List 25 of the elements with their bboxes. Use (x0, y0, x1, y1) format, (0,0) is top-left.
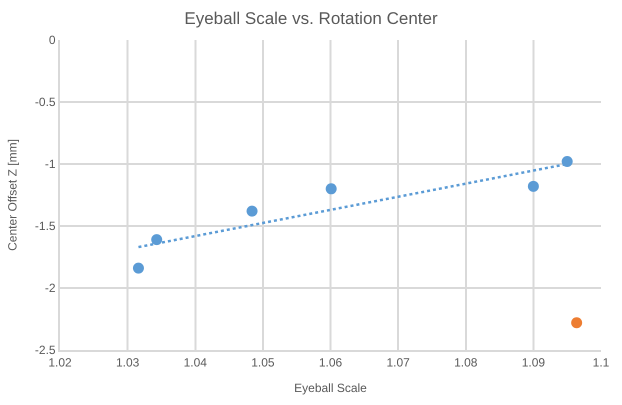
x-tick-label: 1.02 (48, 355, 72, 370)
point (132, 262, 144, 274)
point (528, 180, 539, 192)
y-tick-label: -0.5 (34, 95, 56, 110)
chart-title: Eyeball Scale vs. Rotation Center (184, 9, 438, 28)
y-axis-title: Center Offset Z [mm] (6, 139, 20, 251)
x-tick-label: 1.04 (184, 355, 208, 370)
y-tick-label: -1.5 (34, 219, 56, 234)
x-tick-label: 1.09 (522, 355, 546, 370)
y-tick-label: -2.5 (34, 343, 56, 358)
x-tick-label: 1.1 (592, 355, 610, 370)
x-tick-label: 1.08 (454, 355, 478, 370)
point (246, 206, 258, 217)
x-tick-label: 1.03 (116, 355, 140, 370)
y-tick-label: 0 (48, 33, 56, 48)
y-tick-label: -2 (44, 281, 56, 296)
point (151, 234, 162, 246)
x-tick-label: 1.06 (318, 355, 342, 370)
x-tick-label: 1.05 (251, 355, 275, 370)
x-axis-title: Eyeball Scale (294, 380, 368, 395)
point (562, 156, 573, 168)
x-tick-label: 1.07 (386, 355, 410, 370)
y-tick-label: -1 (44, 157, 56, 172)
point (571, 317, 582, 328)
point (326, 183, 337, 194)
